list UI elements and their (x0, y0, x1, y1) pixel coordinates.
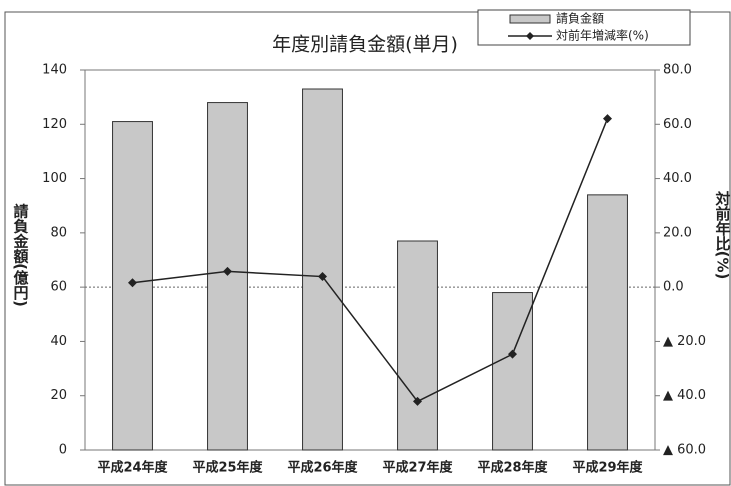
y2-tick-label: 60.0 (663, 117, 692, 132)
bar (207, 102, 248, 451)
chart-frame (4, 11, 731, 486)
y2-tick-label: ▲ 20.0 (663, 334, 706, 349)
x-tick-label: 平成29年度 (572, 460, 643, 476)
y-axis-label: 請負金額(億円) (12, 202, 30, 307)
line-marker (128, 278, 137, 288)
x-tick-label: 平成28年度 (477, 460, 548, 476)
y-tick-label: 0 (59, 443, 67, 458)
y2-tick-label: ▲ 40.0 (663, 388, 706, 403)
y2-tick-label: 0.0 (663, 280, 684, 295)
x-tick-label: 平成26年度 (287, 460, 358, 476)
y-tick-label: 60 (50, 280, 67, 295)
legend (477, 9, 691, 46)
y2-tick-label: ▲ 60.0 (663, 443, 706, 458)
line-marker (508, 349, 517, 359)
y-tick-label: 100 (42, 171, 67, 186)
y-tick-label: 40 (50, 334, 67, 349)
line (132, 118, 609, 403)
y2-tick-label: 40.0 (663, 171, 692, 186)
y-tick-label: 80 (50, 225, 67, 240)
y2-tick-label: 80.0 (663, 63, 692, 78)
line-marker (413, 396, 422, 406)
legend-swatch (526, 32, 534, 40)
chart-title: 年度別請負金額(単月) (272, 34, 458, 56)
line-marker (318, 272, 327, 282)
bar (587, 194, 628, 451)
y-tick-label: 120 (42, 117, 67, 132)
x-tick-label: 平成24年度 (97, 460, 168, 476)
bar (397, 240, 438, 451)
y2-tick-label: 20.0 (663, 225, 692, 240)
bar (492, 292, 533, 451)
y-tick-label: 20 (50, 388, 67, 403)
x-tick-label: 平成27年度 (382, 460, 453, 476)
bar (302, 88, 343, 451)
x-tick-label: 平成25年度 (192, 460, 263, 476)
plot-area (84, 69, 656, 451)
y-tick-label: 140 (42, 63, 67, 78)
line-marker (223, 266, 232, 276)
legend-label: 対前年増減率(%) (556, 28, 649, 43)
legend-swatch (509, 14, 551, 24)
y2-axis-label: 対前年比(%) (714, 190, 731, 280)
legend-label: 請負金額 (556, 11, 604, 26)
line-marker (603, 114, 612, 124)
